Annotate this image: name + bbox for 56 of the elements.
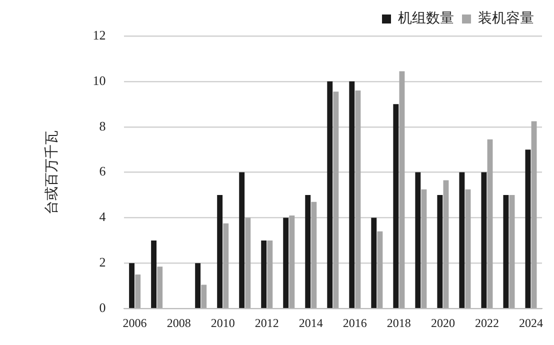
y-axis-title: 台或百万千瓦: [44, 130, 60, 214]
bar: [531, 121, 537, 308]
bar: [349, 81, 355, 308]
bar: [195, 263, 201, 308]
x-tick-label: 2008: [166, 316, 191, 330]
bar: [157, 266, 163, 308]
bar: [421, 189, 427, 308]
bar: [503, 195, 509, 308]
bar: [261, 240, 267, 308]
bar: [509, 195, 515, 308]
x-tick-label: 2018: [386, 316, 411, 330]
x-tick-label: 2010: [210, 316, 235, 330]
bar: [525, 150, 531, 308]
bar: [151, 240, 157, 308]
x-tick-label: 2024: [518, 316, 543, 330]
y-tick-label: 12: [92, 27, 106, 42]
bar: [399, 71, 405, 308]
bar: [487, 139, 493, 308]
bar: [239, 172, 245, 308]
bar: [415, 172, 421, 308]
y-tick-label: 0: [99, 300, 106, 316]
x-tick-label: 2012: [254, 316, 279, 330]
bar: [377, 231, 383, 308]
bar: [135, 274, 141, 308]
y-tick-label: 10: [92, 72, 106, 88]
y-tick-label: 6: [99, 164, 106, 179]
bar: [333, 92, 339, 308]
bar: [327, 81, 333, 308]
bar: [129, 263, 135, 308]
bar: [355, 90, 361, 308]
bar: [201, 284, 207, 308]
bar: [443, 180, 449, 308]
bar: [311, 202, 317, 308]
y-tick-label: 4: [99, 209, 106, 224]
x-tick-label: 2006: [122, 316, 147, 330]
bar: [223, 223, 229, 308]
bar: [283, 218, 289, 308]
bar: [217, 195, 223, 308]
x-tick-label: 2016: [342, 316, 367, 330]
bar: [267, 240, 273, 308]
bar: [305, 195, 311, 308]
bar: [459, 172, 465, 308]
bar: [393, 104, 399, 308]
x-tick-label: 2014: [298, 316, 323, 330]
bar: [289, 215, 295, 308]
bar: [245, 218, 251, 308]
bar: [371, 218, 377, 308]
legend-label: 装机容量: [478, 10, 534, 27]
y-tick-label: 8: [99, 118, 106, 134]
x-tick-label: 2020: [430, 316, 455, 330]
x-tick-label: 2022: [474, 316, 499, 330]
bar: [465, 189, 471, 308]
y-tick-label: 2: [99, 254, 106, 270]
legend-label: 机组数量: [398, 10, 454, 27]
bar: [481, 172, 487, 308]
bar: [437, 195, 443, 308]
